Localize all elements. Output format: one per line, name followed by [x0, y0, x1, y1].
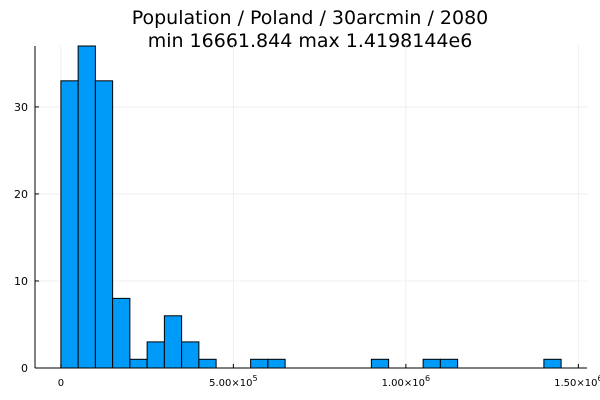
histogram-bar-28	[543, 358, 562, 369]
histogram-bar-11	[250, 358, 269, 369]
x-tick-label-0: 0	[58, 378, 64, 389]
histogram-bar-2	[94, 80, 114, 369]
histogram-bar-3	[112, 297, 131, 369]
y-tick-label-1: 10	[14, 275, 28, 288]
x-tick-label-3: 1.50×106	[554, 374, 600, 389]
histogram-bar-5	[146, 341, 165, 369]
histogram-bars	[60, 45, 562, 369]
histogram-bar-12	[267, 358, 286, 369]
histogram-bar-22	[439, 358, 459, 369]
histogram-bar-0	[60, 80, 79, 369]
x-tick-label-1: 5.00×105	[209, 374, 257, 389]
histogram-bar-21	[422, 358, 441, 369]
histogram-bar-1	[77, 45, 96, 369]
tick-labels: 0 5.00×105 1.00×106 1.50×106 0 10 20 30	[14, 101, 600, 389]
y-tick-label-3: 30	[14, 101, 28, 114]
axes	[34, 46, 587, 369]
y-tick-label-2: 20	[14, 188, 28, 201]
x-tick-label-2: 1.00×106	[382, 374, 430, 389]
histogram-bar-18	[370, 358, 390, 369]
histogram-bar-4	[129, 358, 148, 369]
histogram-bar-7	[181, 341, 200, 369]
histogram-bar-8	[198, 358, 217, 369]
histogram-bar-6	[163, 315, 183, 369]
chart-title-line-2: min 16661.844 max 1.4198144e6	[148, 30, 473, 52]
y-tick-label-0: 0	[21, 362, 28, 375]
chart-title-line-1: Population / Poland / 30arcmin / 2080	[132, 7, 489, 29]
